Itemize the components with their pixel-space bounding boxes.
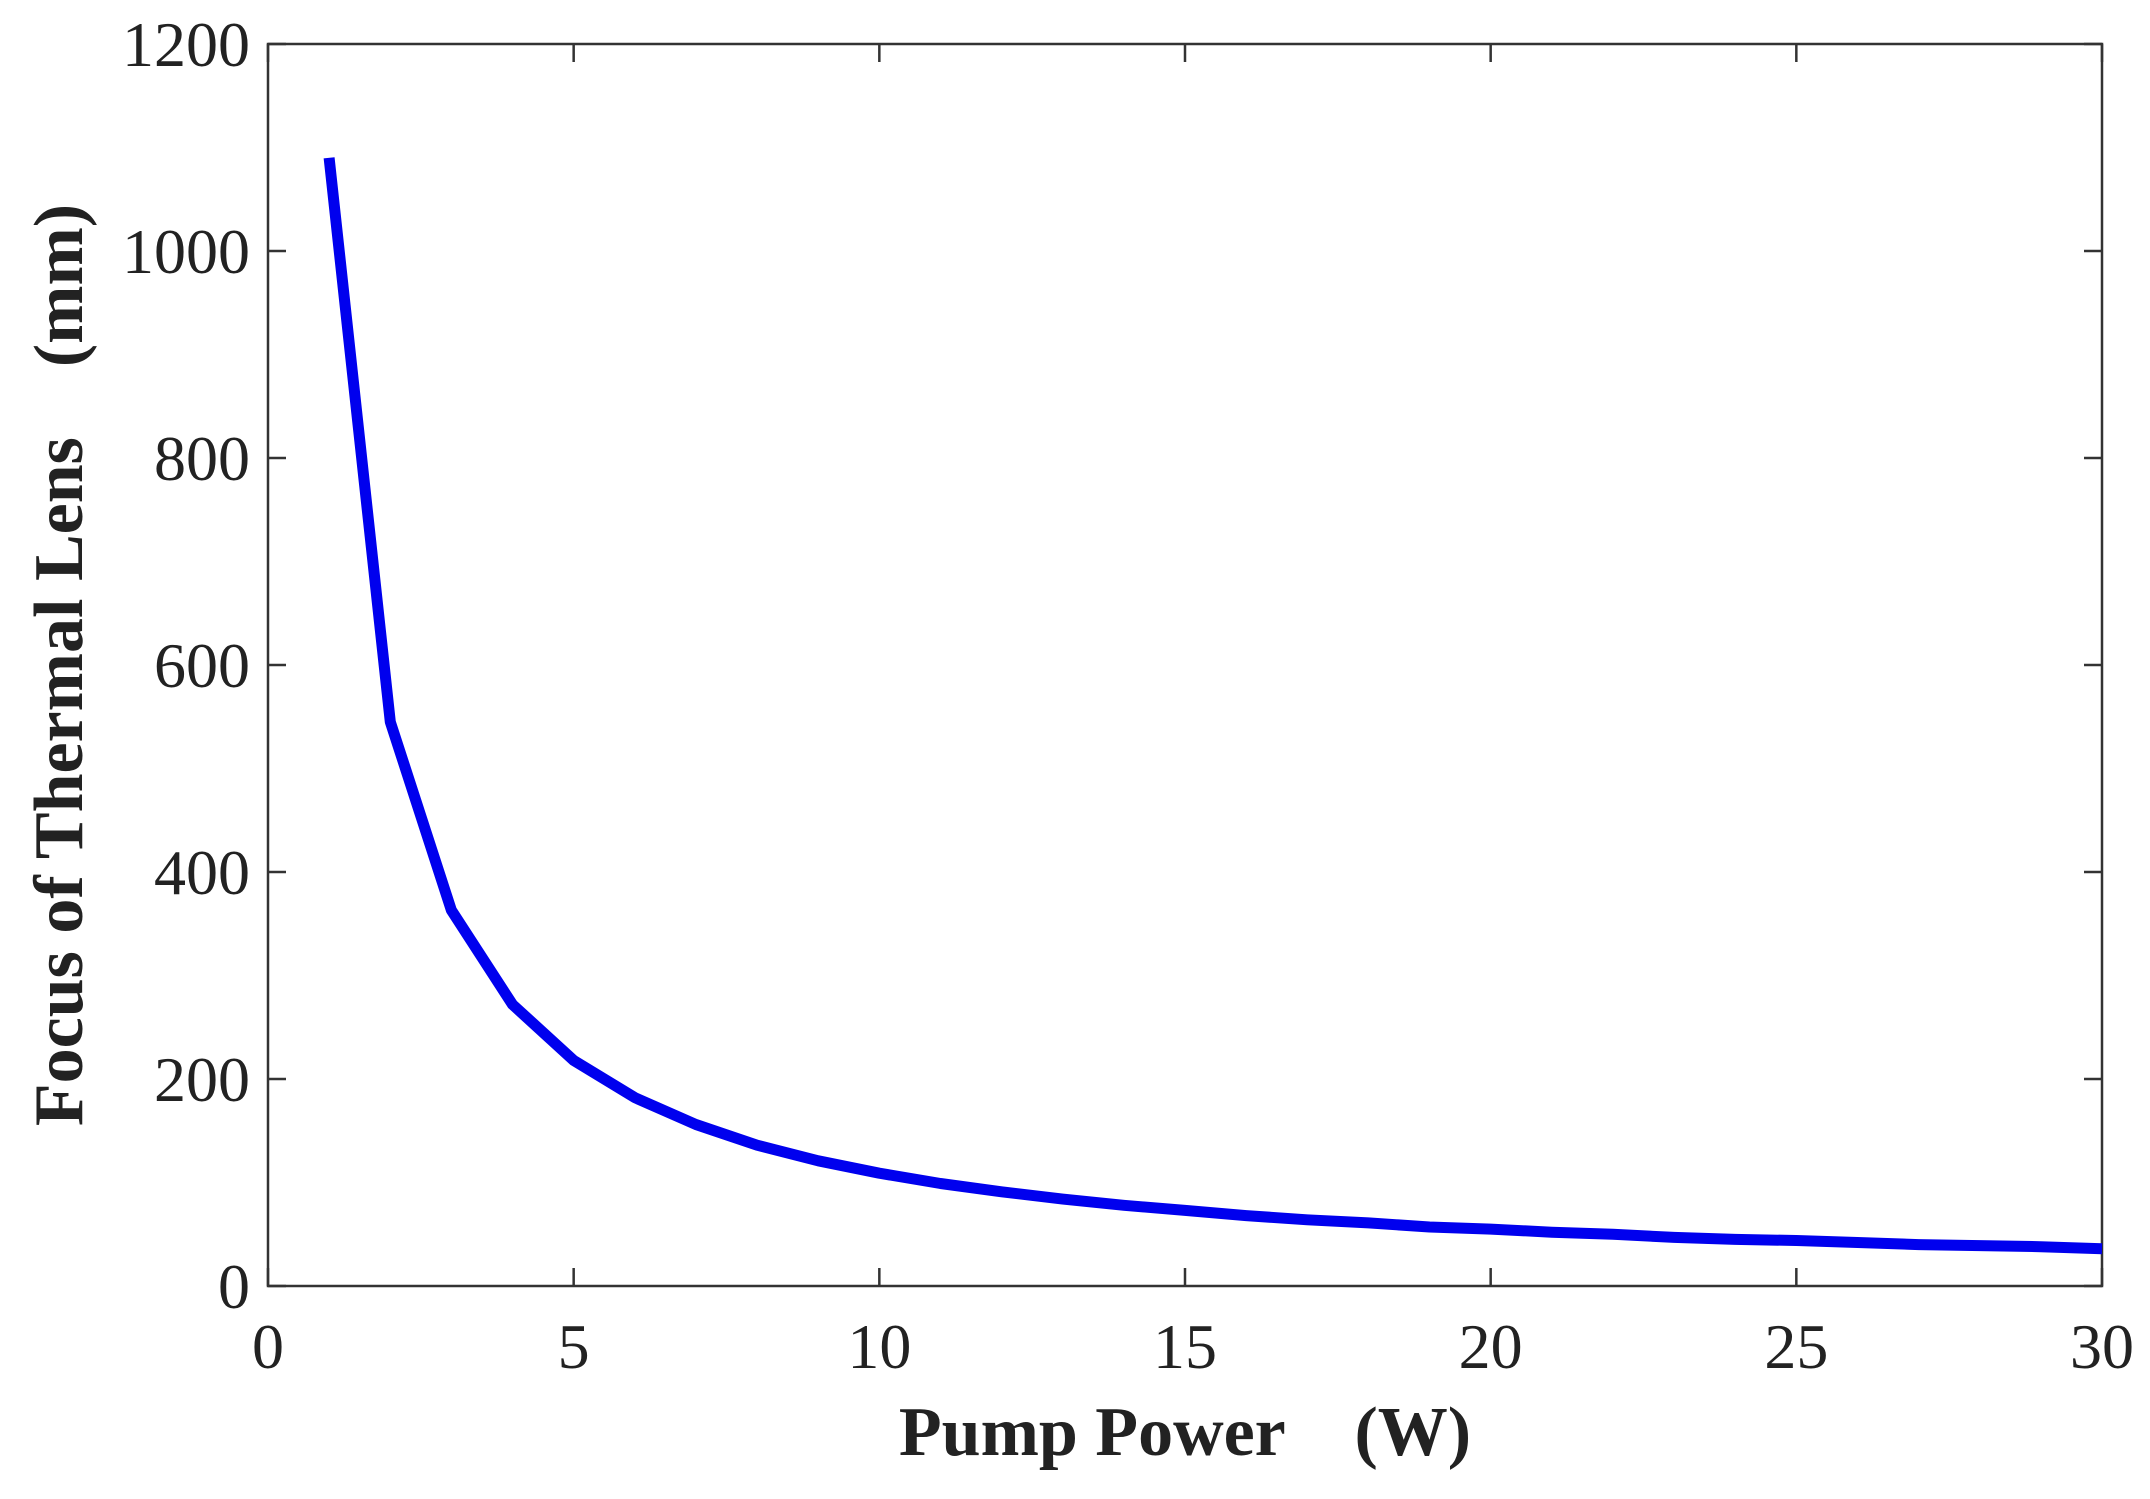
x-tick-label: 30 (2070, 1311, 2134, 1382)
y-tick-label: 0 (218, 1251, 250, 1322)
y-tick-label: 1200 (122, 9, 250, 80)
y-tick-label: 200 (154, 1044, 250, 1115)
axis-ticks (266, 42, 2104, 1288)
x-tick-label: 20 (1459, 1311, 1523, 1382)
x-tick-label: 0 (252, 1311, 284, 1382)
x-tick-label: 15 (1153, 1311, 1217, 1382)
x-tick-label: 25 (1764, 1311, 1828, 1382)
x-tick-label: 10 (847, 1311, 911, 1382)
x-axis-title: Pump Power (W) (899, 1394, 1471, 1471)
y-tick-label: 1000 (122, 216, 250, 287)
y-tick-label: 400 (154, 837, 250, 908)
tick-labels: 0 5 10 15 20 25 30 0 200 400 600 800 1000 1200 (122, 9, 2134, 1382)
y-axis-title: Focus of Thermal Lens (mm) (21, 204, 98, 1126)
plot-area-frame (266, 42, 2104, 1288)
y-tick-label: 800 (154, 423, 250, 494)
x-tick-label: 5 (558, 1311, 590, 1382)
series-line (323, 157, 2103, 1255)
y-tick-label: 600 (154, 630, 250, 701)
